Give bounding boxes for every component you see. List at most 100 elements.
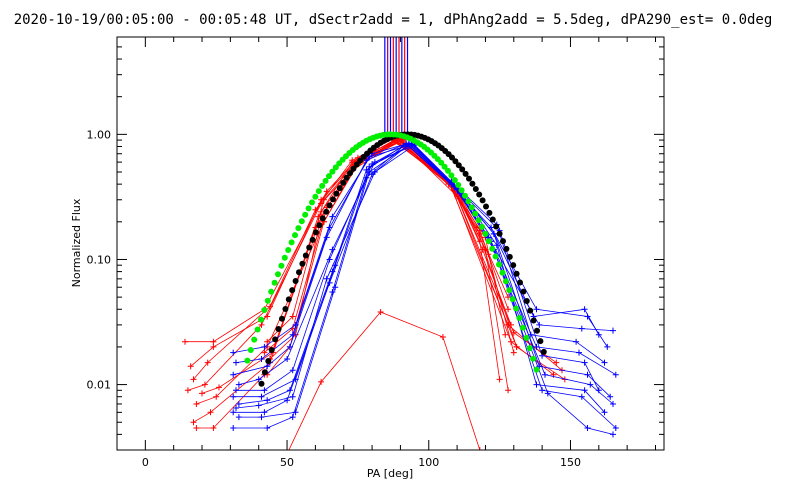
curve-point xyxy=(438,159,445,166)
y-tick-label: 1.00 xyxy=(87,128,112,141)
data-point xyxy=(230,409,237,416)
data-point xyxy=(508,338,514,345)
curve-point xyxy=(295,225,302,232)
curve-point xyxy=(332,164,339,171)
data-point xyxy=(578,325,585,332)
curve-point xyxy=(462,170,469,177)
data-point xyxy=(363,174,370,181)
curve-point xyxy=(475,217,482,224)
data-point xyxy=(320,196,327,203)
curve-point xyxy=(462,192,468,199)
x-tick-label: 150 xyxy=(560,456,581,469)
data-point xyxy=(329,213,336,220)
series-line-red-8 xyxy=(201,139,509,394)
curve-point xyxy=(479,223,485,230)
data-point xyxy=(578,393,585,400)
curve-point xyxy=(319,182,326,189)
curve-point xyxy=(452,158,459,165)
curve-point xyxy=(503,245,510,252)
curve-point xyxy=(296,269,302,276)
curve-point xyxy=(486,209,493,216)
curve-point xyxy=(468,204,475,211)
curve-black-fit xyxy=(258,131,547,387)
curve-point xyxy=(323,208,330,215)
curve-point xyxy=(313,229,319,236)
data-point xyxy=(366,169,373,175)
curve-point xyxy=(353,161,360,168)
curve-point xyxy=(305,205,312,212)
data-point xyxy=(210,343,217,350)
data-point xyxy=(235,381,242,388)
series-blue-6 xyxy=(230,141,602,400)
data-point xyxy=(193,425,200,431)
curve-point xyxy=(306,244,313,251)
data-point xyxy=(612,371,619,378)
data-point xyxy=(261,343,268,350)
curve-point xyxy=(472,186,479,192)
curve-point xyxy=(451,177,458,184)
curve-point xyxy=(479,197,486,204)
curve-point xyxy=(476,191,483,198)
data-point xyxy=(207,409,214,416)
data-point xyxy=(258,393,265,400)
curve-point xyxy=(336,185,343,192)
data-point xyxy=(323,275,330,282)
curve-point xyxy=(299,260,306,267)
data-point xyxy=(601,409,608,416)
data-point xyxy=(289,393,296,400)
data-point xyxy=(505,387,512,394)
curve-point xyxy=(455,162,462,169)
curve-point xyxy=(489,245,496,252)
data-point xyxy=(255,402,262,409)
curve-point xyxy=(275,271,281,278)
data-point xyxy=(284,356,291,362)
data-point xyxy=(233,359,239,366)
data-point xyxy=(264,397,271,404)
data-point xyxy=(533,306,540,313)
data-point xyxy=(190,376,197,383)
data-point xyxy=(607,393,614,400)
series-line-red-9 xyxy=(266,137,557,363)
data-point xyxy=(581,387,588,394)
data-point xyxy=(289,414,296,421)
chart-title: 2020-10-19/00:05:00 - 00:05:48 UT, dSect… xyxy=(14,12,773,28)
data-point xyxy=(329,289,336,295)
curve-point xyxy=(272,336,279,343)
curve-point xyxy=(319,215,326,222)
data-point xyxy=(536,321,543,328)
data-point xyxy=(235,401,242,407)
curve-point xyxy=(533,366,540,373)
data-point xyxy=(258,321,265,328)
data-point xyxy=(284,397,291,404)
data-point xyxy=(261,409,268,416)
curve-point xyxy=(448,172,455,179)
curve-point xyxy=(330,196,336,203)
curve-point xyxy=(482,230,489,237)
curve-point xyxy=(458,187,465,194)
series-blue-4 xyxy=(235,142,608,388)
curve-point xyxy=(527,307,534,314)
data-point xyxy=(576,349,582,356)
curve-point xyxy=(496,261,502,268)
curve-point xyxy=(244,357,251,364)
curve-point xyxy=(489,216,496,223)
curve-point xyxy=(258,316,264,323)
curve-point xyxy=(268,347,275,353)
data-point xyxy=(258,414,265,421)
series-line-blue-5 xyxy=(236,142,617,391)
curve-point xyxy=(469,180,476,187)
data-point xyxy=(581,359,588,366)
data-point xyxy=(184,387,191,394)
curve-point xyxy=(271,279,278,286)
data-point xyxy=(553,359,560,366)
data-point xyxy=(610,431,616,438)
curve-point xyxy=(265,358,272,364)
curve-point xyxy=(258,380,265,387)
data-point xyxy=(584,425,591,431)
data-point xyxy=(377,309,384,315)
data-point xyxy=(264,313,271,320)
series-red-9 xyxy=(264,135,560,366)
data-point xyxy=(230,393,237,400)
data-point xyxy=(329,246,336,253)
curve-point xyxy=(285,247,292,253)
